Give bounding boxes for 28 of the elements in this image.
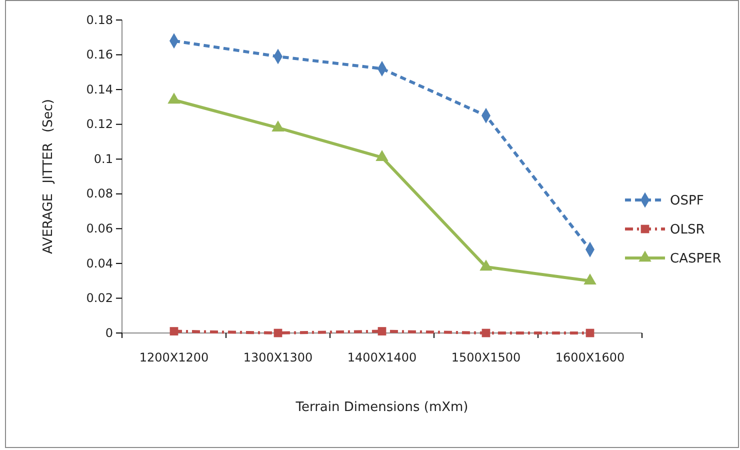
x-tick-label: 1300X1300	[243, 350, 313, 365]
y-tick-label: 0.1	[94, 152, 113, 166]
point	[274, 328, 282, 338]
y-tick-label: 0.06	[86, 222, 113, 236]
point	[480, 260, 492, 271]
legend-label: CASPER	[670, 252, 722, 267]
y-tick-label: 0.14	[86, 82, 113, 96]
x-tick-label: 1400X1400	[347, 350, 417, 365]
y-tick-label: 0.16	[86, 48, 113, 62]
y-tick-label: 0.02	[86, 291, 113, 306]
y-tick-label: 0	[105, 326, 113, 340]
point	[168, 92, 180, 104]
point	[378, 327, 386, 336]
point	[482, 328, 490, 338]
y-axis-title: AVERAGE JITTER (Sec)	[41, 99, 56, 254]
legend-label: OLSR	[670, 222, 705, 238]
y-tick-label: 0.12	[86, 117, 113, 132]
y-tick-label: 0.18	[86, 12, 113, 27]
point	[586, 328, 594, 338]
x-tick-label: 1600X1600	[555, 350, 625, 365]
x-axis-title: Terrain Dimensions (mXm)	[294, 400, 468, 415]
legend-label: OSPF	[670, 194, 704, 209]
y-tick-label: 0.04	[86, 256, 113, 270]
y-tick-label: 0.08	[86, 186, 113, 201]
x-tick-label: 1500X1500	[451, 350, 521, 365]
x-tick-label: 1200X1200	[139, 350, 209, 365]
point	[376, 150, 388, 162]
point	[170, 327, 178, 336]
